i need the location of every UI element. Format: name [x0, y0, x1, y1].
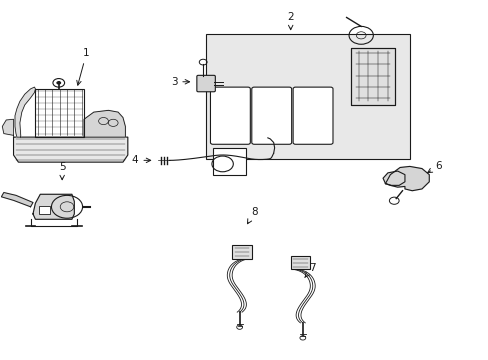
Polygon shape: [33, 194, 74, 219]
Text: 8: 8: [247, 207, 257, 224]
FancyBboxPatch shape: [251, 87, 291, 144]
Polygon shape: [14, 137, 127, 162]
FancyBboxPatch shape: [212, 148, 245, 175]
FancyBboxPatch shape: [351, 48, 394, 105]
FancyBboxPatch shape: [197, 75, 215, 92]
Circle shape: [56, 81, 61, 85]
Text: 2: 2: [287, 13, 293, 30]
Polygon shape: [1, 193, 33, 207]
FancyBboxPatch shape: [39, 206, 49, 214]
Text: 6: 6: [427, 161, 442, 173]
FancyBboxPatch shape: [232, 245, 251, 258]
FancyBboxPatch shape: [290, 256, 309, 269]
Text: 5: 5: [59, 162, 65, 180]
FancyBboxPatch shape: [205, 33, 409, 158]
Polygon shape: [84, 111, 125, 137]
Polygon shape: [385, 166, 428, 191]
Polygon shape: [15, 87, 35, 137]
Polygon shape: [2, 119, 14, 135]
FancyBboxPatch shape: [210, 87, 250, 144]
Text: 1: 1: [77, 48, 90, 85]
FancyBboxPatch shape: [292, 87, 332, 144]
Text: 3: 3: [170, 77, 189, 87]
Polygon shape: [382, 171, 404, 185]
Text: 4: 4: [132, 156, 150, 165]
Text: 7: 7: [304, 262, 315, 278]
